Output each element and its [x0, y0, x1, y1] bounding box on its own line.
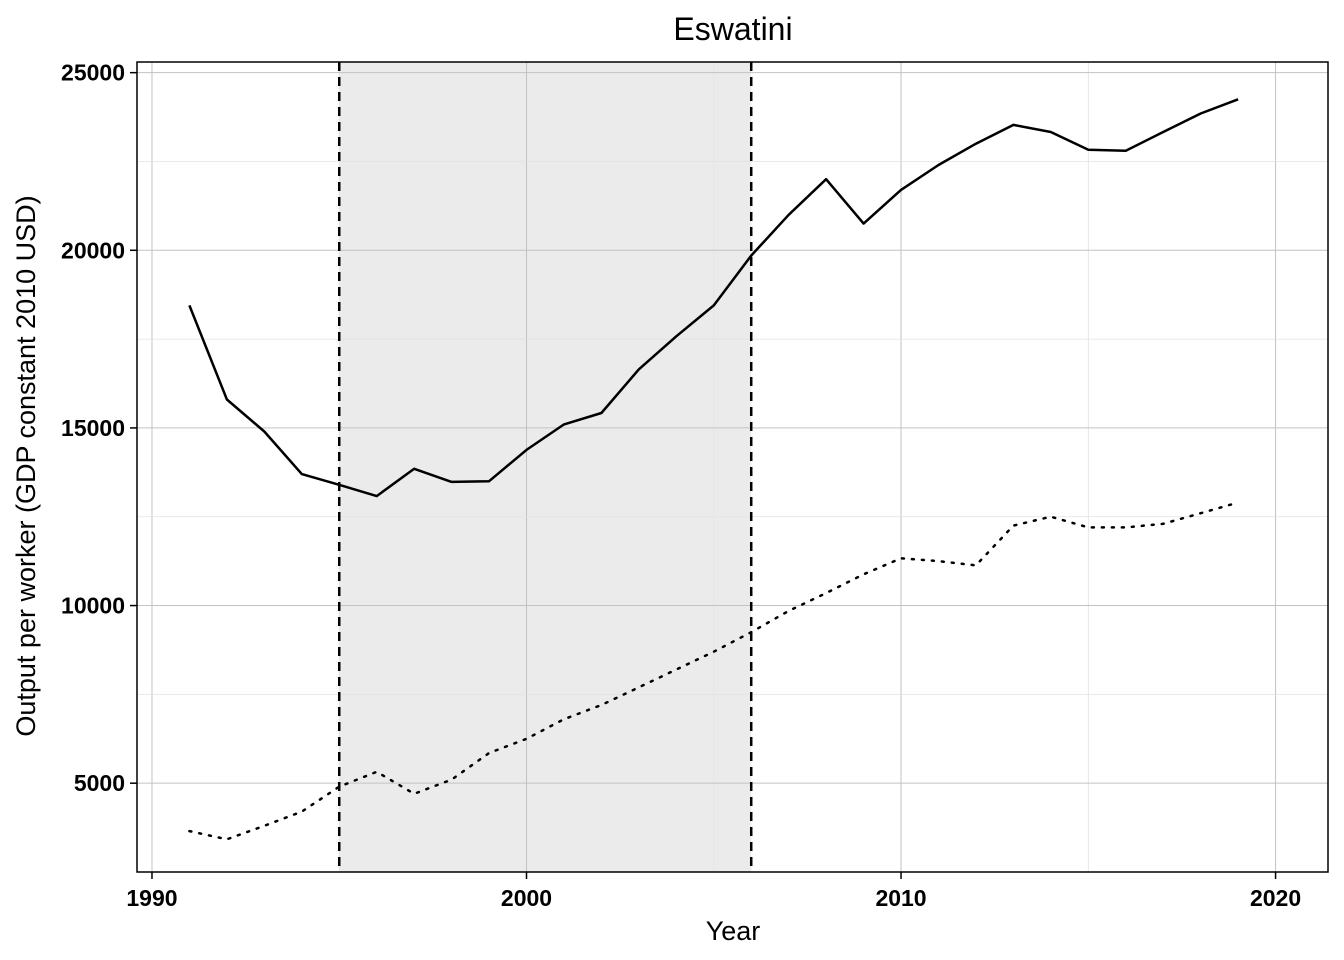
shaded-period [339, 62, 752, 872]
y-tick-label: 20000 [61, 237, 125, 263]
y-tick-label: 10000 [61, 593, 125, 619]
series-line-solid [188, 98, 1239, 498]
x-tick-label: 2000 [501, 885, 552, 911]
series-line-dotted [188, 501, 1240, 841]
x-tick-label: 2020 [1250, 885, 1301, 911]
plot-area: 1990 2000 2010 2020 5000 10000 15000 20000 25000 [61, 60, 1329, 911]
y-tick-label: 5000 [74, 770, 125, 796]
y-tick-label: 15000 [61, 415, 125, 441]
x-tick-label: 2010 [875, 885, 926, 911]
y-axis-title: Output per worker (GDP constant 2010 USD… [11, 195, 41, 736]
x-axis-title: Year [706, 916, 761, 946]
x-tick-label: 1990 [126, 885, 177, 911]
chart-title: Eswatini [673, 11, 792, 47]
plot-border [136, 61, 1329, 873]
y-tick-label: 25000 [61, 60, 125, 86]
